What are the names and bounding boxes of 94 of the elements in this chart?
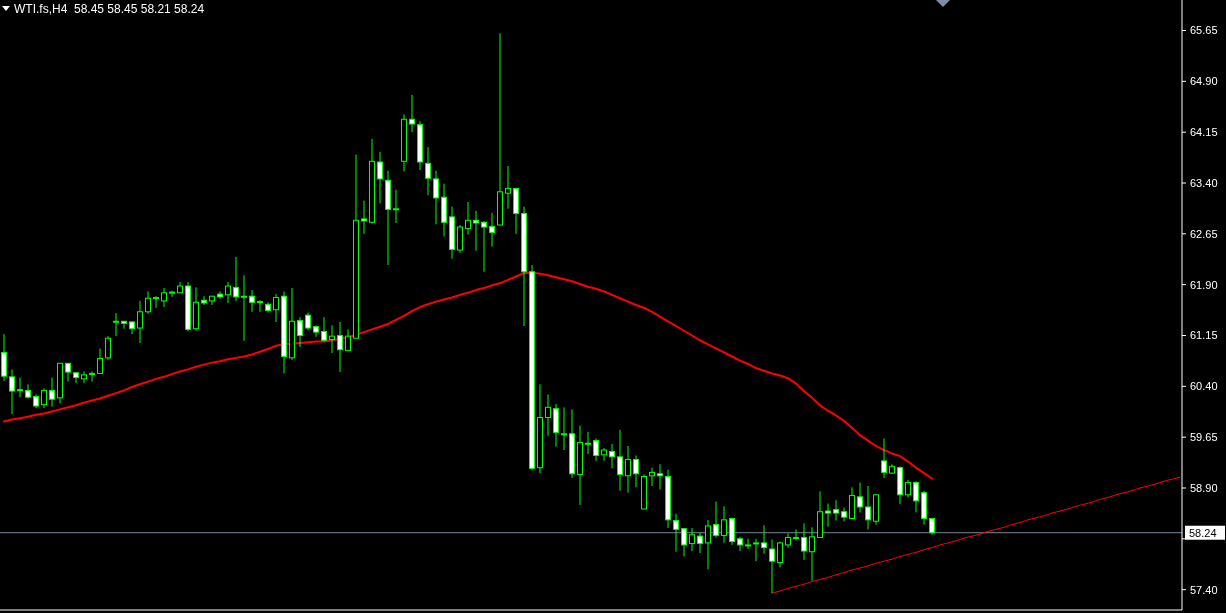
candlestick [833, 499, 839, 522]
candlestick [681, 527, 687, 557]
ref-line-label: 58.24 [1189, 526, 1217, 539]
candlestick [89, 370, 95, 383]
candlestick [825, 503, 831, 528]
candlestick [649, 467, 655, 487]
candlestick [217, 290, 223, 300]
candlestick [257, 299, 263, 313]
y-tick-label: 65.65 [1190, 24, 1218, 37]
candlestick [17, 377, 23, 398]
chart-title: WTI.fs,H4 58.45 58.45 58.21 58.24 [14, 2, 205, 16]
candlestick [473, 210, 479, 252]
candlestick [337, 321, 343, 373]
candlestick [689, 527, 695, 552]
candlestick [585, 431, 591, 455]
candlestick [793, 528, 799, 541]
candlestick [697, 532, 703, 554]
candlestick [329, 324, 335, 354]
candlestick [857, 482, 863, 513]
candlestick [457, 224, 463, 254]
candlestick [505, 165, 511, 210]
candlestick [849, 486, 855, 519]
candlestick [201, 295, 207, 306]
candlestick [113, 312, 119, 337]
candlestick [169, 290, 175, 298]
candlestick [297, 316, 303, 348]
candlestick [249, 289, 255, 313]
candlestick [545, 393, 551, 437]
candlestick [49, 377, 55, 408]
candlestick [633, 454, 639, 488]
candlestick [705, 519, 711, 570]
candlestick [153, 295, 159, 309]
candlestick [657, 463, 663, 490]
y-tick-label: 57.40 [1190, 583, 1218, 596]
candlestick [377, 151, 383, 204]
candlestick [241, 274, 247, 342]
candlestick [393, 189, 399, 224]
candlestick [81, 370, 87, 384]
y-tick-label: 61.15 [1190, 329, 1218, 342]
candlestick [881, 438, 887, 479]
candlestick [25, 383, 31, 400]
y-tick-label: 64.90 [1190, 75, 1218, 88]
candlestick [489, 212, 495, 248]
candlestick [1, 333, 7, 382]
candlestick [561, 406, 567, 451]
y-tick-label: 60.40 [1190, 380, 1218, 393]
y-tick-label: 59.65 [1190, 431, 1218, 444]
candlestick [273, 293, 279, 323]
line-series [3, 271, 933, 480]
candlestick [809, 526, 815, 582]
candlestick [433, 170, 439, 225]
candlestick [121, 320, 127, 330]
candlestick [801, 522, 807, 561]
y-tick-label: 64.15 [1190, 126, 1218, 139]
candlestick [97, 347, 103, 374]
y-tick-label: 63.40 [1190, 176, 1218, 189]
candlestick [225, 281, 231, 304]
candlestick [361, 200, 367, 235]
candlestick [753, 538, 759, 562]
candlestick [601, 447, 607, 462]
candlestick [161, 287, 167, 308]
candlestick [777, 541, 783, 568]
candlestick [345, 328, 351, 351]
candlestick [721, 505, 727, 544]
candlestick [865, 485, 871, 530]
candlestick [761, 524, 767, 555]
candlestick [617, 429, 623, 492]
candlestick [673, 513, 679, 553]
candlestick [145, 290, 151, 315]
candlestick [321, 316, 327, 343]
candlestick [409, 94, 415, 133]
candlestick [481, 220, 487, 273]
candlestick [65, 362, 71, 383]
candlestick [553, 403, 559, 448]
candlestick [609, 443, 615, 469]
candlestick [9, 368, 15, 415]
candlestick [745, 538, 751, 550]
candlestick [105, 335, 111, 361]
y-tick-label: 61.90 [1190, 278, 1218, 291]
candlestick [729, 518, 735, 546]
candlestick [137, 300, 143, 344]
y-tick-label: 62.65 [1190, 227, 1218, 240]
candlestick [41, 387, 47, 409]
candlestick [465, 201, 471, 236]
candlestick [625, 445, 631, 494]
candlestick [593, 438, 599, 462]
candlestick [913, 480, 919, 513]
candlestick [769, 539, 775, 594]
candlestick [425, 146, 431, 196]
line-series [771, 476, 1181, 594]
candlestick [713, 501, 719, 538]
candlestick [233, 256, 239, 302]
y-tick-label: 58.90 [1190, 481, 1218, 494]
candlestick [73, 372, 79, 384]
